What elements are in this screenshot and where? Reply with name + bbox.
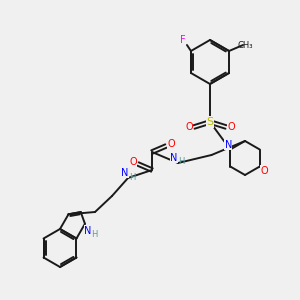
Text: O: O: [227, 122, 235, 132]
Text: O: O: [261, 166, 268, 176]
Text: O: O: [185, 122, 193, 132]
Text: N: N: [121, 168, 129, 178]
Text: N: N: [225, 140, 232, 149]
Text: H: H: [129, 172, 135, 182]
Text: O: O: [129, 157, 137, 167]
Text: N: N: [84, 226, 92, 236]
Text: O: O: [167, 139, 175, 149]
Text: H: H: [178, 158, 184, 166]
Text: F: F: [180, 35, 186, 45]
Text: S: S: [206, 117, 214, 127]
Text: CH₃: CH₃: [237, 40, 253, 50]
Text: N: N: [170, 153, 178, 163]
Text: H: H: [91, 230, 97, 239]
